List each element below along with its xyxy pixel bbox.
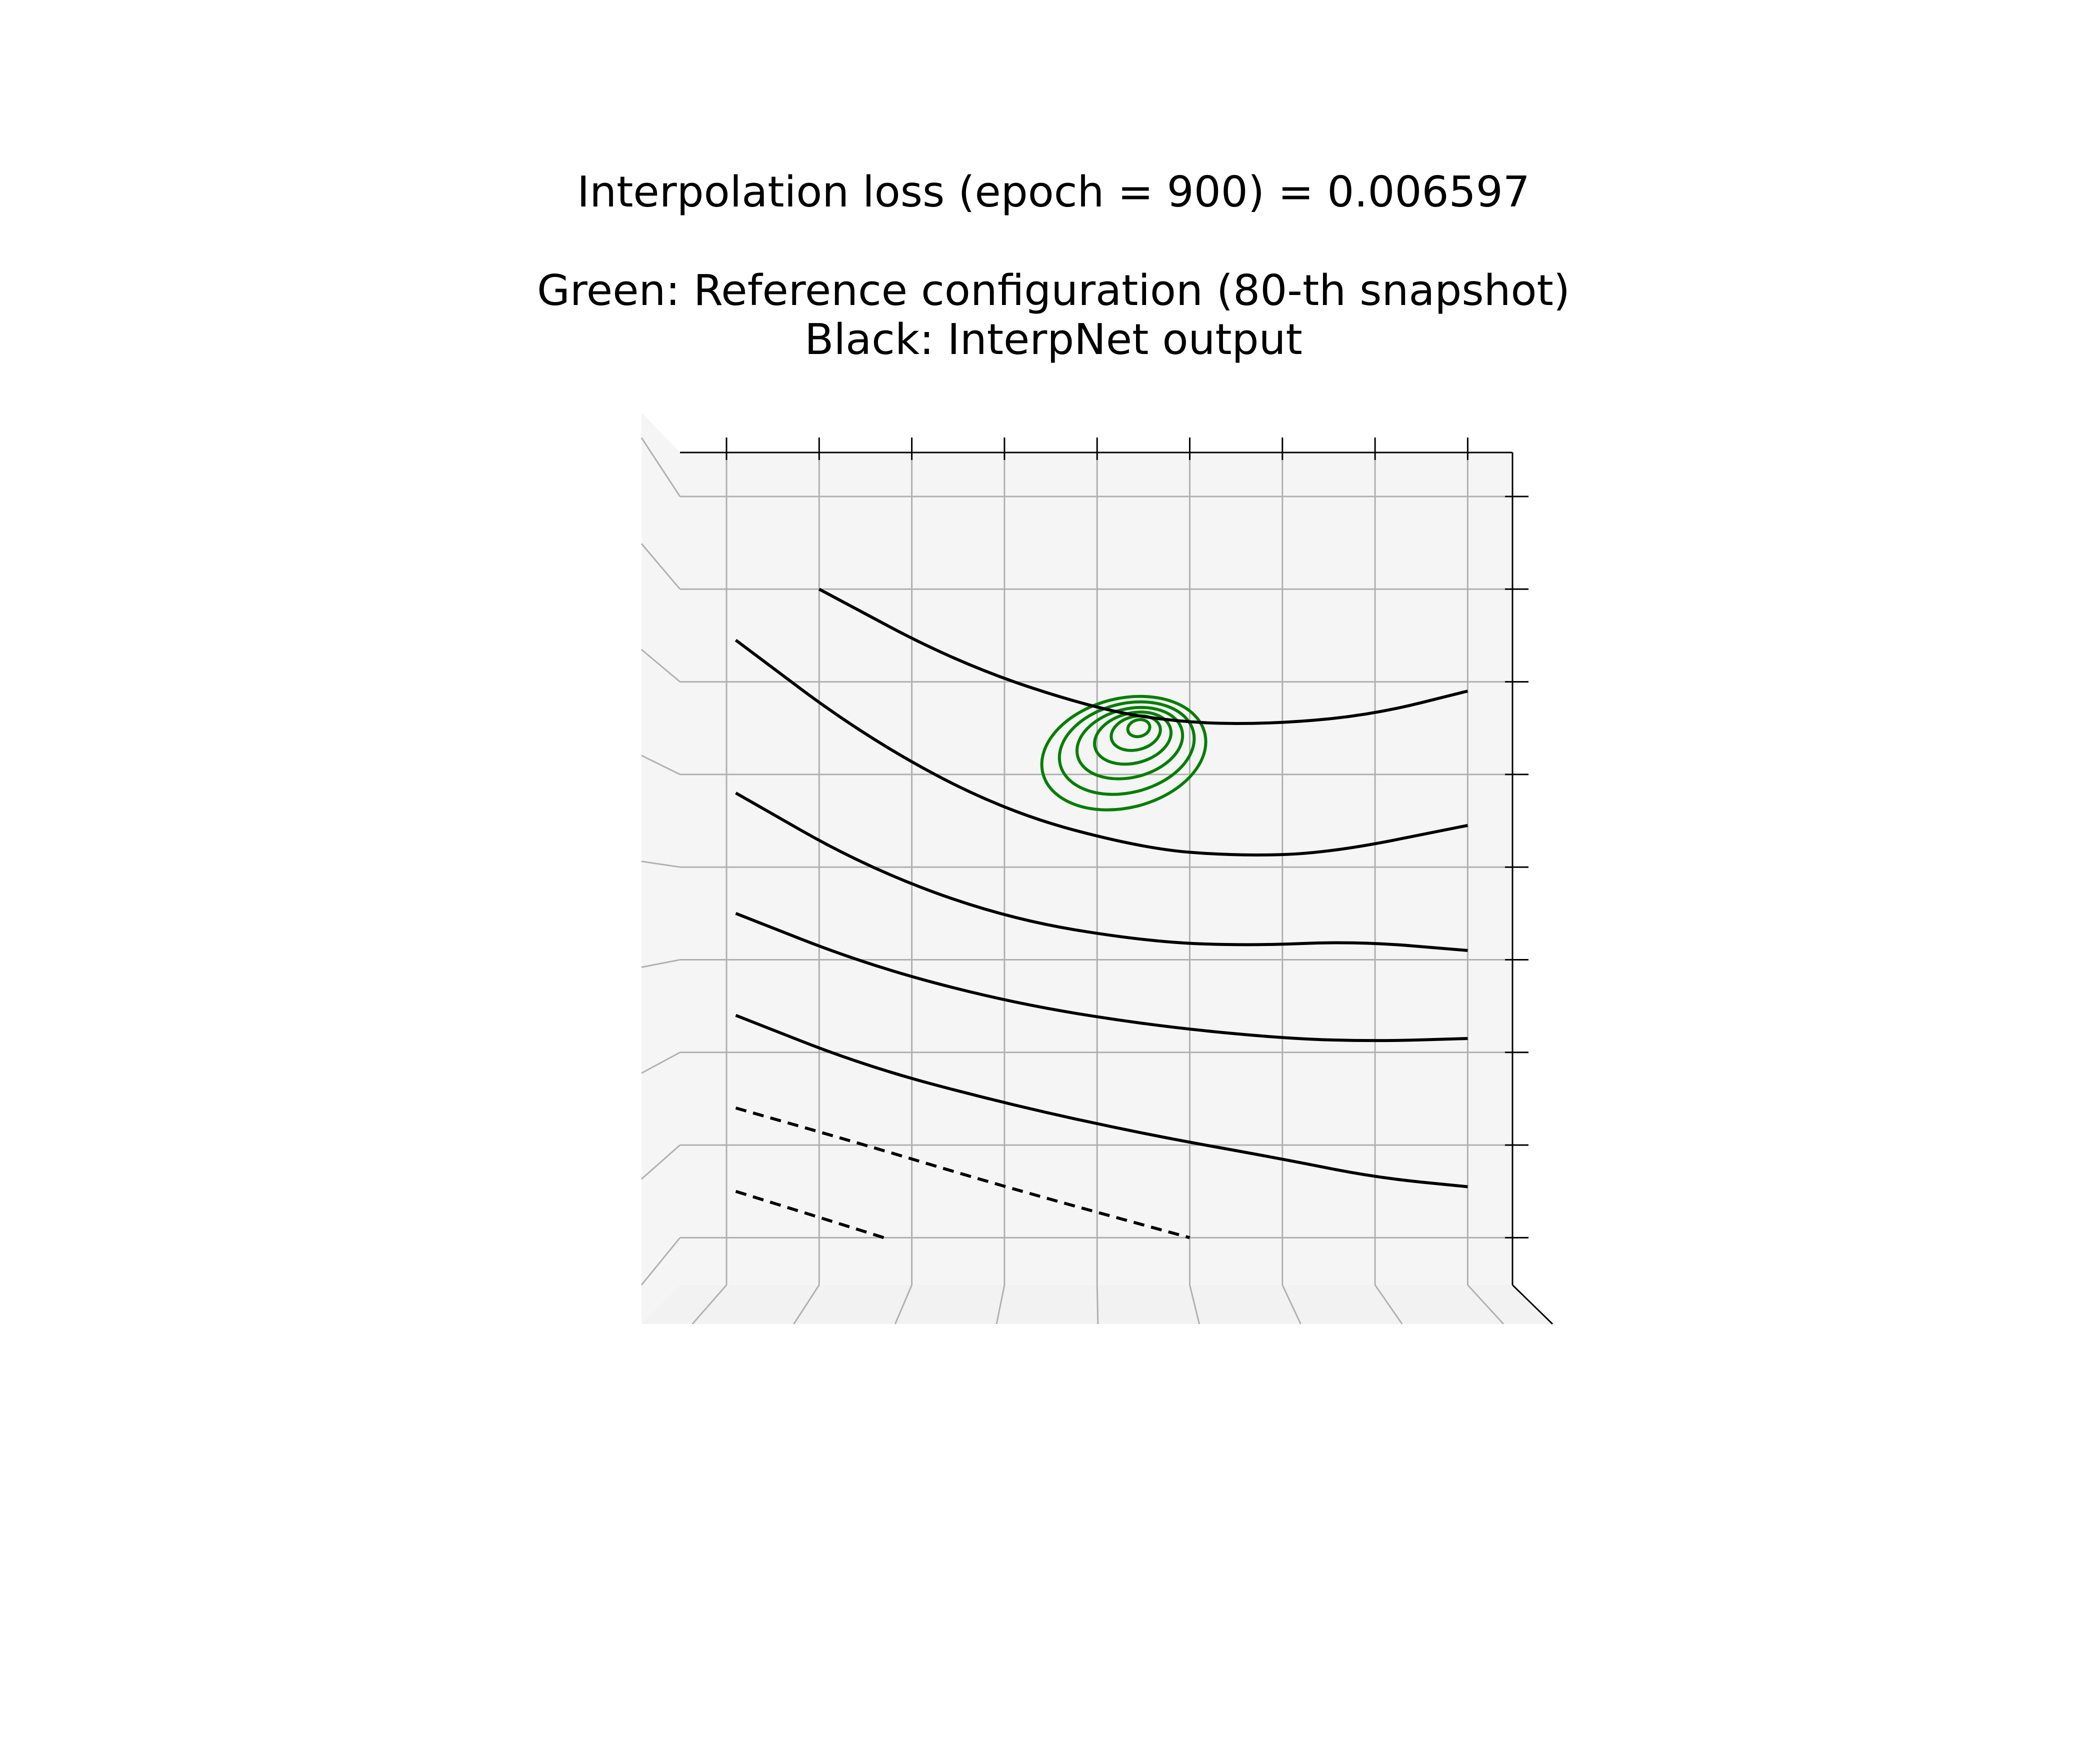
grid-line-floor xyxy=(1189,1284,1200,1324)
grid-line-floor xyxy=(1282,1284,1302,1324)
grid-line-floor xyxy=(1096,1284,1099,1324)
output-contour-line xyxy=(735,912,1468,1042)
plot-axes xyxy=(640,412,1554,1325)
reference-contour-level xyxy=(1040,694,1208,812)
grid-line-floor xyxy=(996,1284,1006,1324)
grid-line-wall xyxy=(641,754,680,776)
grid-line-wall xyxy=(640,1237,681,1286)
output-contour-line xyxy=(735,792,1468,952)
grid-line-wall xyxy=(640,437,681,497)
grid-line-wall xyxy=(641,959,680,968)
grid-line-floor xyxy=(1374,1284,1403,1324)
grid-line-floor xyxy=(793,1284,820,1324)
chart-title-green-legend: Green: Reference configuration (80-th sn… xyxy=(537,266,1570,316)
grid-line-floor xyxy=(692,1284,728,1324)
reference-contour-level xyxy=(1058,700,1196,796)
back-pane xyxy=(680,452,1512,1285)
plot-series xyxy=(734,588,1468,1240)
grid-line-floor xyxy=(894,1284,912,1324)
reference-contour-level xyxy=(1126,718,1152,738)
z-axis-line xyxy=(1512,1284,1554,1325)
grid-line-wall xyxy=(641,1144,680,1180)
chart-title-loss: Interpolation loss (epoch = 900) = 0.006… xyxy=(577,168,1530,217)
reference-contour-level xyxy=(1110,714,1162,752)
reference-contour-level xyxy=(1075,706,1184,780)
output-contour-line xyxy=(735,1014,1468,1188)
grid-line-wall xyxy=(640,543,681,590)
grid-line-floor xyxy=(1467,1284,1504,1325)
grid-line-wall xyxy=(641,649,680,682)
output-contour-line xyxy=(734,638,1468,856)
chart-title-black-legend: Black: InterpNet output xyxy=(804,315,1302,364)
output-contour-line xyxy=(818,588,1468,725)
grid-line-wall xyxy=(641,1052,680,1074)
output-contour-line xyxy=(735,1190,884,1240)
grid-line-wall xyxy=(641,860,680,868)
left-pane xyxy=(642,412,680,1324)
output-contour-line xyxy=(735,1106,1190,1240)
